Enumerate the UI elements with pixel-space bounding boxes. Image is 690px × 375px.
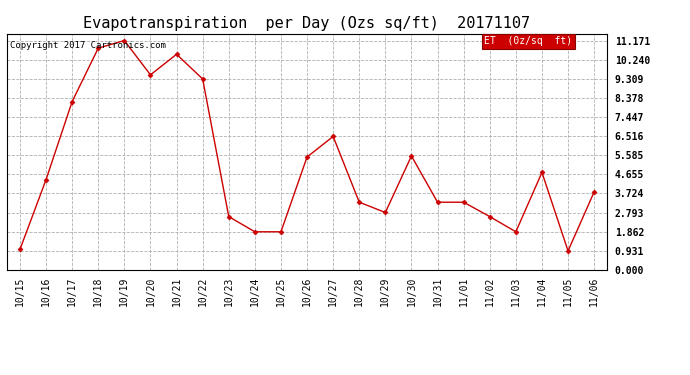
Title: Evapotranspiration  per Day (Ozs sq/ft)  20171107: Evapotranspiration per Day (Ozs sq/ft) 2… <box>83 16 531 31</box>
Text: ET  (0z/sq  ft): ET (0z/sq ft) <box>484 36 572 46</box>
Text: Copyright 2017 Cartronics.com: Copyright 2017 Cartronics.com <box>10 41 166 50</box>
